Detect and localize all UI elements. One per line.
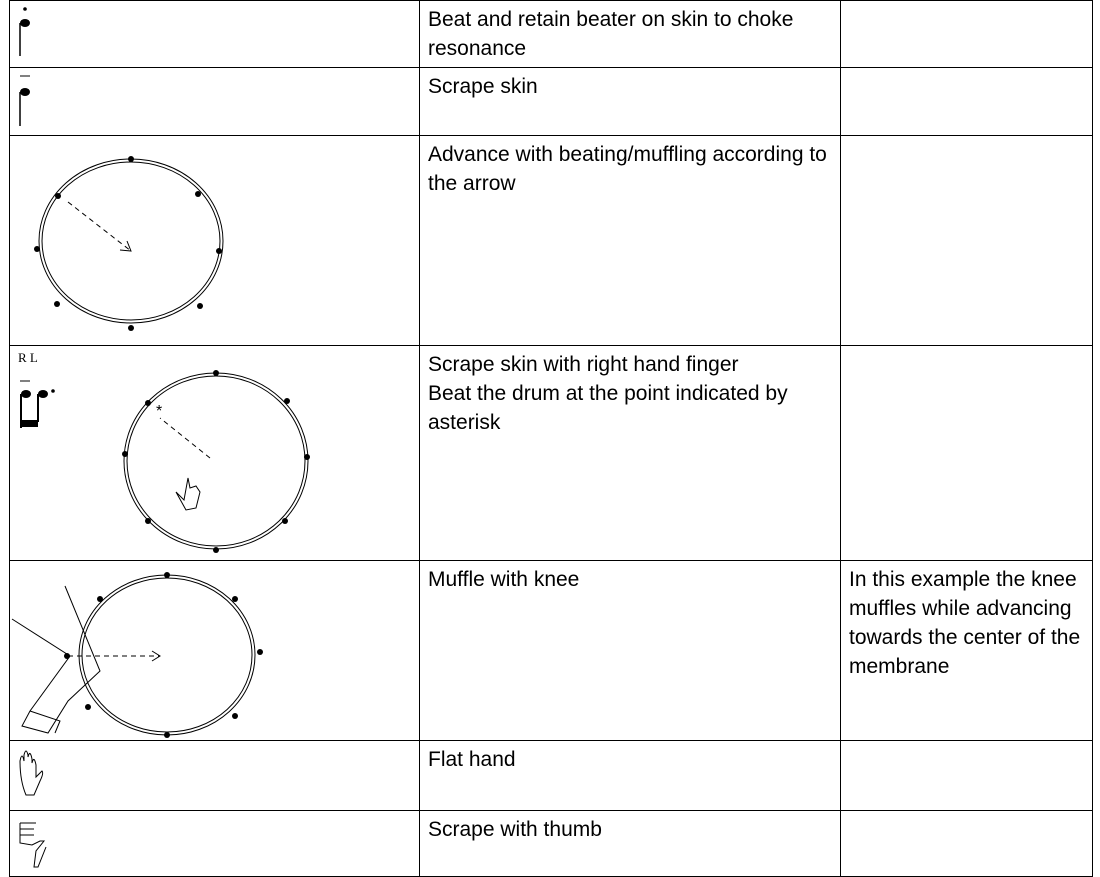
svg-text:*: * xyxy=(156,403,162,420)
note-cell xyxy=(840,0,1093,68)
symbol xyxy=(19,75,30,126)
row: Muffle with knee In this example the knee… xyxy=(9,560,1093,741)
symbol xyxy=(19,750,44,796)
symbol: R L * xyxy=(18,350,310,553)
description: Flat hand xyxy=(428,748,516,771)
row: Advance with beating/muffling according … xyxy=(9,135,1093,346)
description: Scrape skin xyxy=(428,75,538,98)
note-cell xyxy=(840,740,1093,811)
description: Beat the drum at the point indicated by … xyxy=(428,382,788,434)
note-cell xyxy=(840,345,1093,561)
description-cell: Flat hand xyxy=(419,740,841,811)
symbol-cell xyxy=(9,810,420,877)
row: Scrape with thumb xyxy=(9,810,1093,877)
table-body: Beat and retain beater on skin to choke … xyxy=(9,0,1093,877)
row: Flat hand xyxy=(9,740,1093,811)
row: R L * Scrape skin with right hand finger… xyxy=(9,345,1093,561)
hand-label: R L xyxy=(18,350,38,365)
description-cell: Scrape skin with right hand finger Beat t… xyxy=(419,345,841,561)
note-cell: In this example the knee muffles while a… xyxy=(840,560,1093,741)
notation-table: Beat and retain beater on skin to choke … xyxy=(9,0,1093,877)
description: Muffle with knee xyxy=(428,568,580,591)
description: Beat and retain beater on skin to choke … xyxy=(428,8,794,60)
description: Scrape skin with right hand finger xyxy=(428,353,739,376)
description-cell: Scrape with thumb xyxy=(419,810,841,877)
note: In this example the knee muffles while a… xyxy=(849,568,1081,678)
note-cell xyxy=(840,67,1093,136)
description-cell: Beat and retain beater on skin to choke … xyxy=(419,0,841,68)
note-cell xyxy=(840,135,1093,346)
row: Scrape skin xyxy=(9,67,1093,136)
symbol-cell xyxy=(9,67,420,136)
symbol xyxy=(11,572,263,738)
description: Scrape with thumb xyxy=(428,818,602,841)
description-cell: Muffle with knee xyxy=(419,560,841,741)
symbol xyxy=(19,7,30,56)
symbol-cell: R L * xyxy=(9,345,420,561)
description-cell: Advance with beating/muffling according … xyxy=(419,135,841,346)
row: Beat and retain beater on skin to choke … xyxy=(9,0,1093,68)
symbol-cell xyxy=(9,740,420,811)
symbol-cell xyxy=(9,0,420,68)
description: Advance with beating/muffling according … xyxy=(428,143,827,195)
symbol-cell xyxy=(9,560,420,741)
symbol-cell xyxy=(9,135,420,346)
symbol xyxy=(19,822,47,868)
note-cell xyxy=(840,810,1093,877)
description-cell: Scrape skin xyxy=(419,67,841,136)
symbol xyxy=(34,156,224,331)
